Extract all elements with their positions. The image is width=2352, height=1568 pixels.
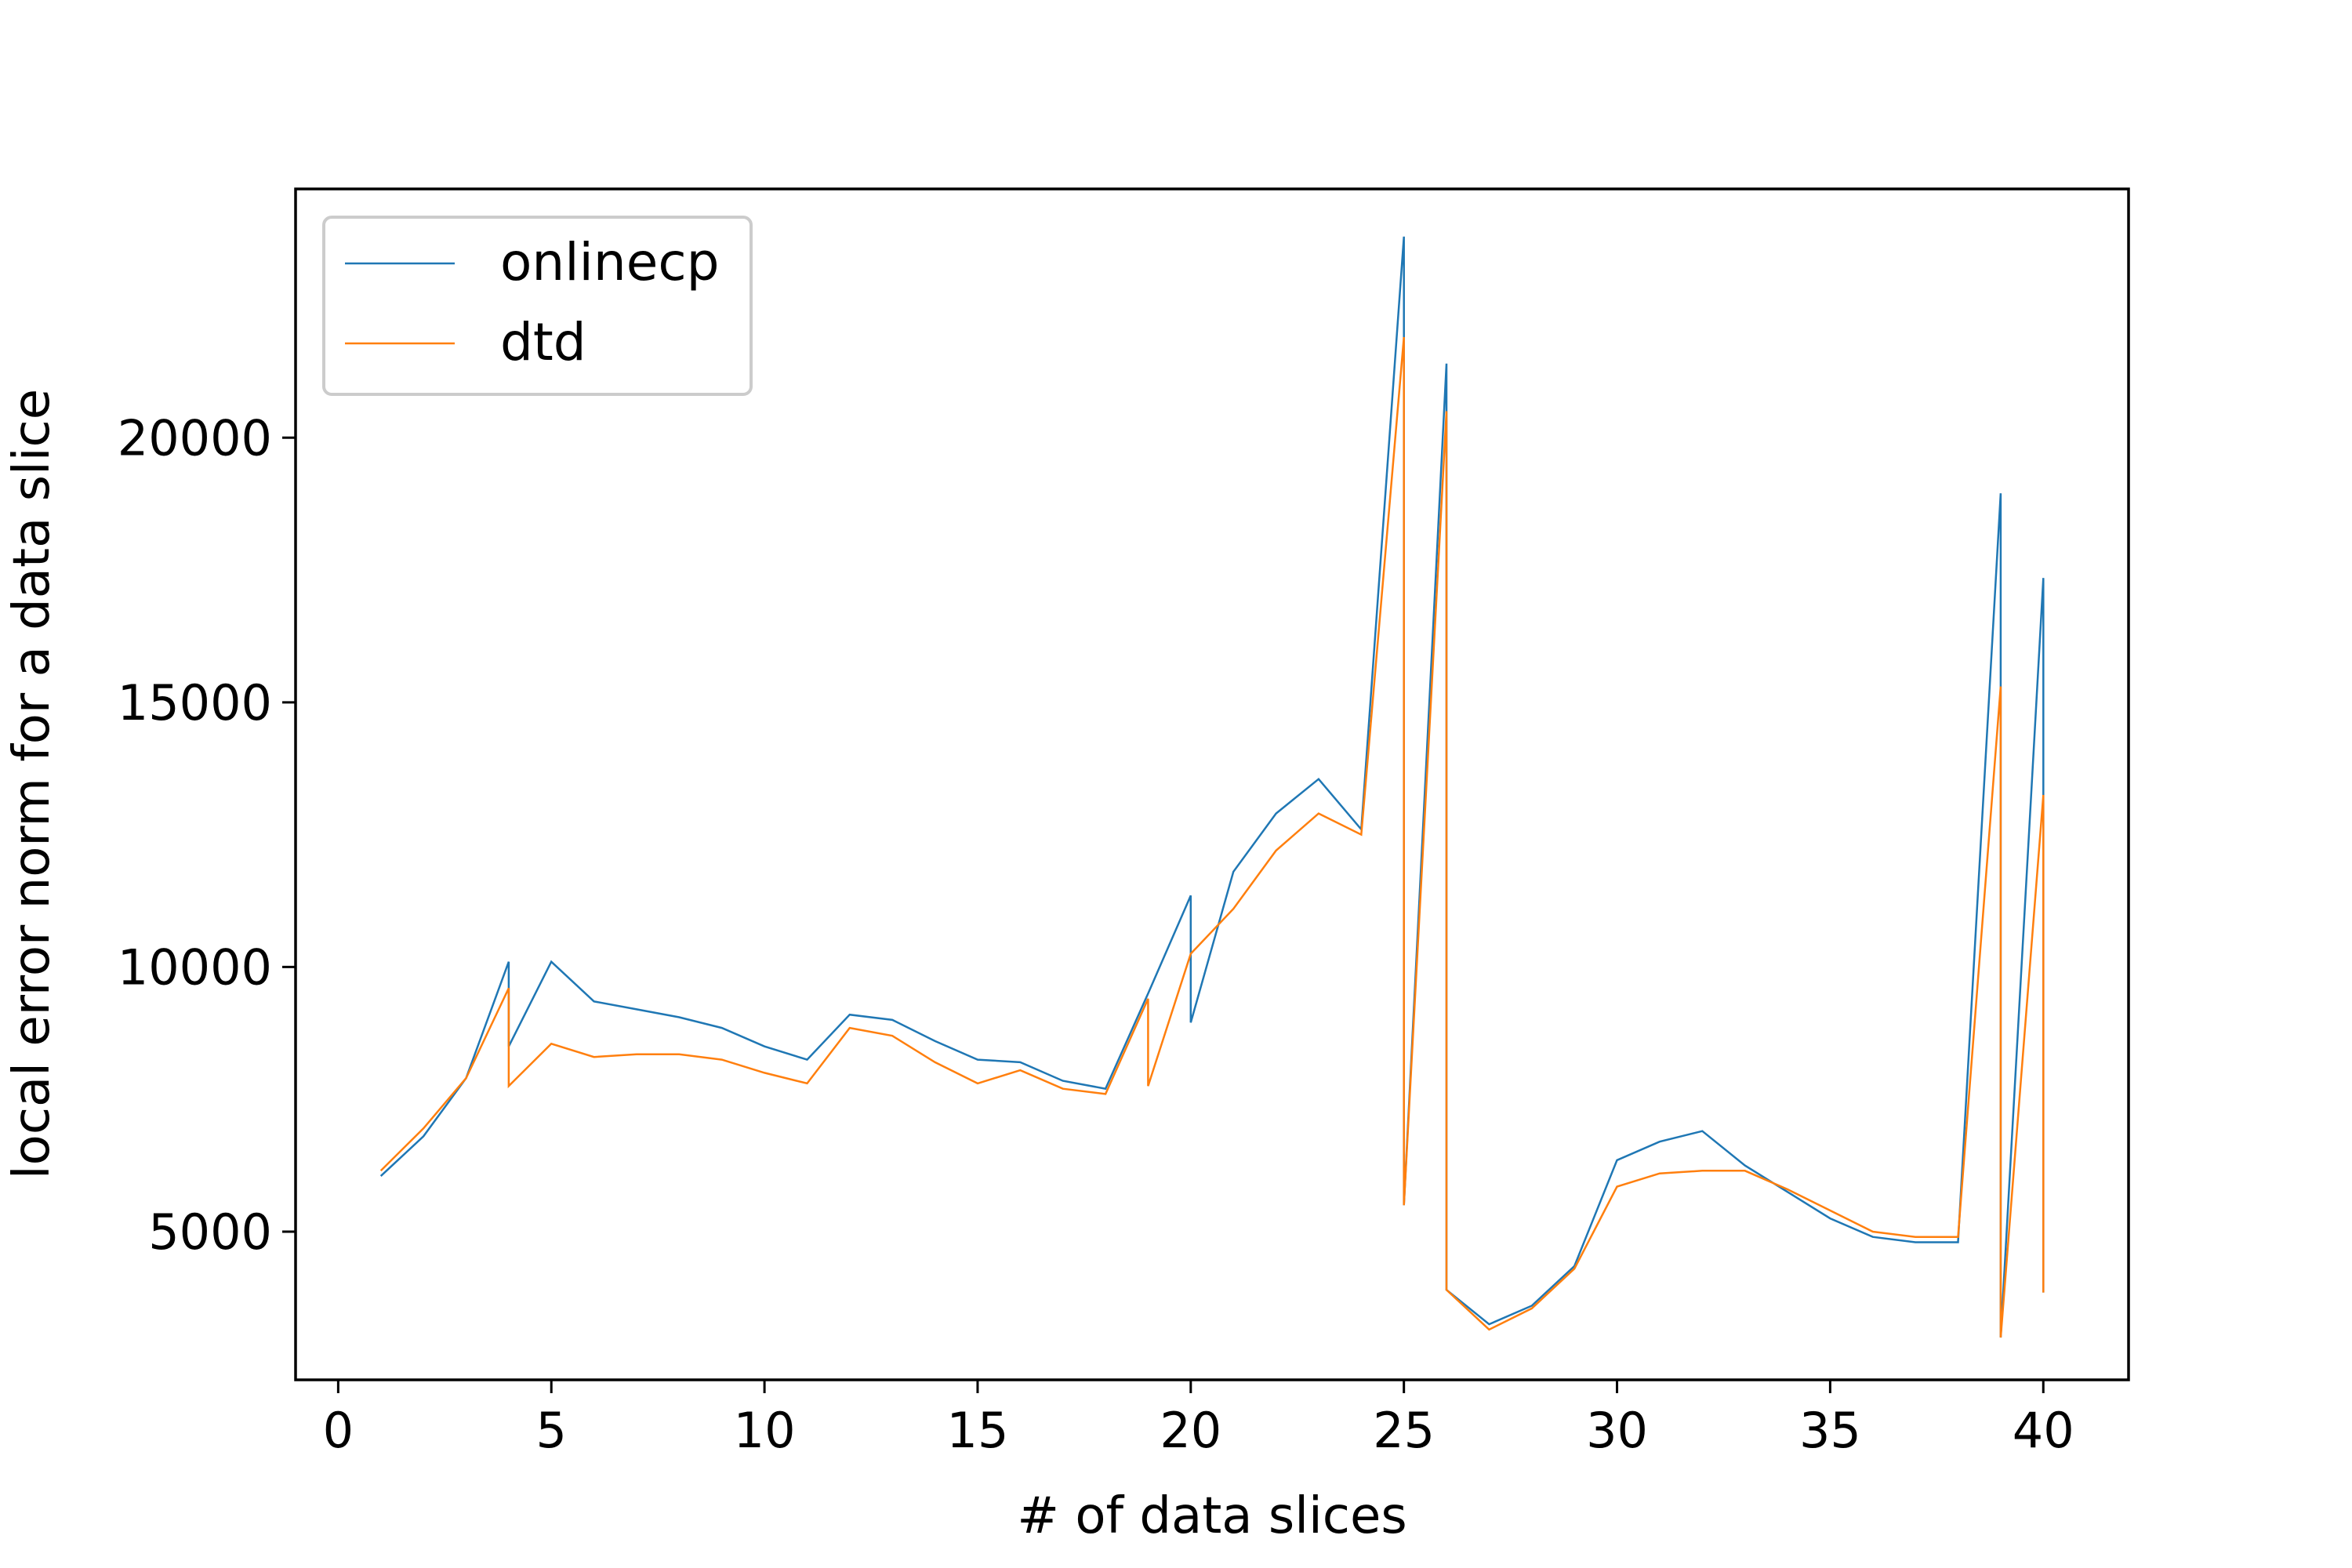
x-tick-label: 30: [1586, 1402, 1648, 1459]
y-tick-label: 15000: [118, 674, 272, 731]
legend-box: [322, 216, 753, 396]
x-axis: 0 5 10 15 20 25 30 35 40: [323, 1380, 2074, 1459]
x-tick-label: 35: [1799, 1402, 1861, 1459]
y-axis-title: local error norm for a data slice: [3, 389, 61, 1179]
x-tick-label: 5: [536, 1402, 567, 1459]
x-axis-title: # of data slices: [1017, 1487, 1406, 1545]
legend-label-onlinecp: onlinecp: [500, 232, 720, 292]
legend: onlinecp dtd: [322, 216, 753, 396]
legend-label-dtd: dtd: [500, 312, 586, 372]
series-line-dtd: [379, 336, 2045, 1338]
plot-frame: [294, 187, 2130, 1381]
x-tick-label: 0: [323, 1402, 354, 1459]
y-tick-label: 20000: [118, 409, 272, 466]
y-tick-label: 5000: [148, 1203, 272, 1261]
x-tick-label: 40: [2013, 1402, 2074, 1459]
series-line-onlinecp: [379, 236, 2045, 1338]
x-tick-label: 20: [1160, 1402, 1221, 1459]
series-layer: [379, 236, 2045, 1338]
x-tick-label: 25: [1373, 1402, 1435, 1459]
x-tick-label: 15: [947, 1402, 1009, 1459]
y-tick-label: 10000: [118, 938, 272, 996]
y-axis: 5000 10000 15000 20000: [118, 409, 296, 1261]
x-tick-label: 10: [734, 1402, 796, 1459]
